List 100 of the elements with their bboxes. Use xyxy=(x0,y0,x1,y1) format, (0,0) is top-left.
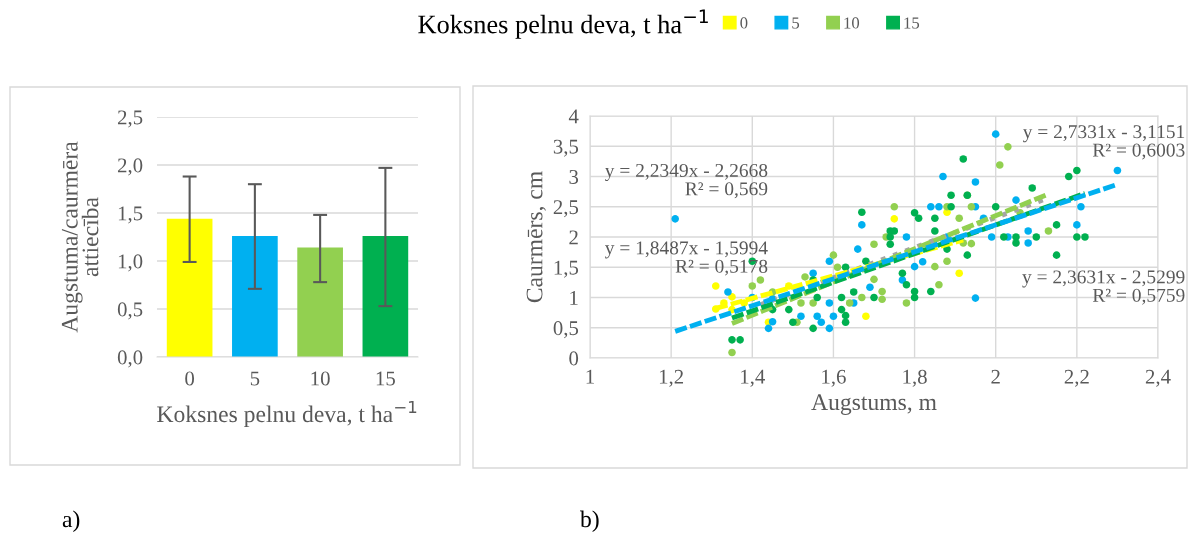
point xyxy=(939,172,947,181)
x-tick-label: 2,4 xyxy=(1145,369,1171,387)
y-tick-label: 3,5 xyxy=(553,139,579,157)
point xyxy=(829,251,838,259)
point xyxy=(809,324,817,333)
point xyxy=(1028,184,1037,192)
point xyxy=(931,262,939,271)
x-tick-label: 2 xyxy=(991,369,1000,384)
point xyxy=(1024,239,1032,247)
point xyxy=(1113,166,1122,175)
point xyxy=(858,208,866,216)
point xyxy=(927,287,935,296)
y-tick-label: 0,5 xyxy=(553,321,579,339)
y-tick-label: 2,0 xyxy=(117,158,143,176)
point xyxy=(809,299,817,307)
point xyxy=(837,293,846,302)
point xyxy=(862,312,870,321)
y-axis-title: Augstuma/caurmēra attiecība xyxy=(61,141,99,333)
y-tick-label: 0 xyxy=(569,351,579,366)
point xyxy=(1052,251,1061,259)
text: b) xyxy=(580,510,599,533)
legend-label: 5 xyxy=(792,17,800,29)
point xyxy=(1032,233,1041,241)
point xyxy=(902,299,911,307)
y-tick-label: 1,5 xyxy=(118,206,143,224)
y-tick-label: 0,0 xyxy=(117,350,143,368)
point xyxy=(1012,239,1020,247)
point xyxy=(1000,233,1008,241)
point xyxy=(841,318,850,327)
point xyxy=(1077,202,1085,211)
legend-label: 15 xyxy=(904,17,920,29)
point xyxy=(711,282,720,290)
point xyxy=(825,257,834,265)
point xyxy=(1064,172,1073,181)
point xyxy=(1024,227,1032,235)
point xyxy=(931,227,939,235)
y-tick-label: 4 xyxy=(568,109,579,124)
point xyxy=(890,215,899,223)
point xyxy=(829,312,838,321)
point xyxy=(955,214,963,223)
point xyxy=(991,130,1000,138)
x-axis-title: Augstums, m xyxy=(811,394,937,415)
bar xyxy=(362,236,409,357)
point xyxy=(768,317,777,326)
point xyxy=(914,214,923,223)
legend-title: Koksnes pelnu deva, t ha$^{−1}$ xyxy=(418,9,708,39)
point xyxy=(1012,233,1020,241)
point xyxy=(931,214,939,223)
point xyxy=(849,288,858,296)
annotation: y = 2,7331x - 3,1151 R² = 0,6003 xyxy=(1022,125,1185,160)
point xyxy=(1081,233,1089,241)
point xyxy=(902,280,911,289)
x-tick-label: 1 xyxy=(586,369,594,384)
point xyxy=(1073,233,1081,241)
bar xyxy=(166,218,213,357)
point xyxy=(764,324,773,333)
point xyxy=(862,257,870,265)
point xyxy=(870,293,878,302)
y-tick-label: 1,0 xyxy=(118,254,143,272)
point xyxy=(918,258,927,266)
point xyxy=(833,263,842,272)
point xyxy=(947,202,955,211)
point xyxy=(935,280,943,289)
point xyxy=(943,257,951,265)
point xyxy=(728,336,736,344)
bar xyxy=(232,236,278,357)
y-tick-label: 0,5 xyxy=(117,302,143,320)
point xyxy=(813,312,821,321)
x-tick-label: 1,6 xyxy=(822,369,846,387)
point xyxy=(910,209,919,217)
point xyxy=(724,288,732,296)
text: a) xyxy=(62,510,80,533)
point xyxy=(910,262,919,271)
legend-label: 0 xyxy=(740,17,748,29)
point xyxy=(947,191,955,200)
x-tick-label: 10 xyxy=(311,371,330,386)
point xyxy=(809,269,817,278)
point xyxy=(1052,221,1061,229)
point xyxy=(902,233,911,241)
point xyxy=(967,239,976,248)
x-axis-title: Koksnes pelnu deva, t ha$^{−1}$ xyxy=(157,400,417,428)
point xyxy=(858,221,866,229)
point xyxy=(789,318,797,327)
point xyxy=(991,202,1000,211)
point xyxy=(971,294,980,302)
x-tick-label: 1,8 xyxy=(903,369,927,387)
point xyxy=(817,318,826,327)
point xyxy=(728,293,736,301)
point xyxy=(971,178,980,186)
point xyxy=(825,324,834,333)
point xyxy=(845,299,854,307)
annotation: y = 2,3631x - 2,5299 R² = 0,5759 xyxy=(1022,270,1185,305)
point xyxy=(837,305,846,314)
y-tick-label: 1 xyxy=(570,290,578,305)
point xyxy=(995,161,1004,169)
point xyxy=(955,269,963,278)
point xyxy=(935,202,943,211)
point xyxy=(756,276,765,284)
y-tick-label: 1,5 xyxy=(554,260,579,278)
point xyxy=(1004,143,1012,151)
